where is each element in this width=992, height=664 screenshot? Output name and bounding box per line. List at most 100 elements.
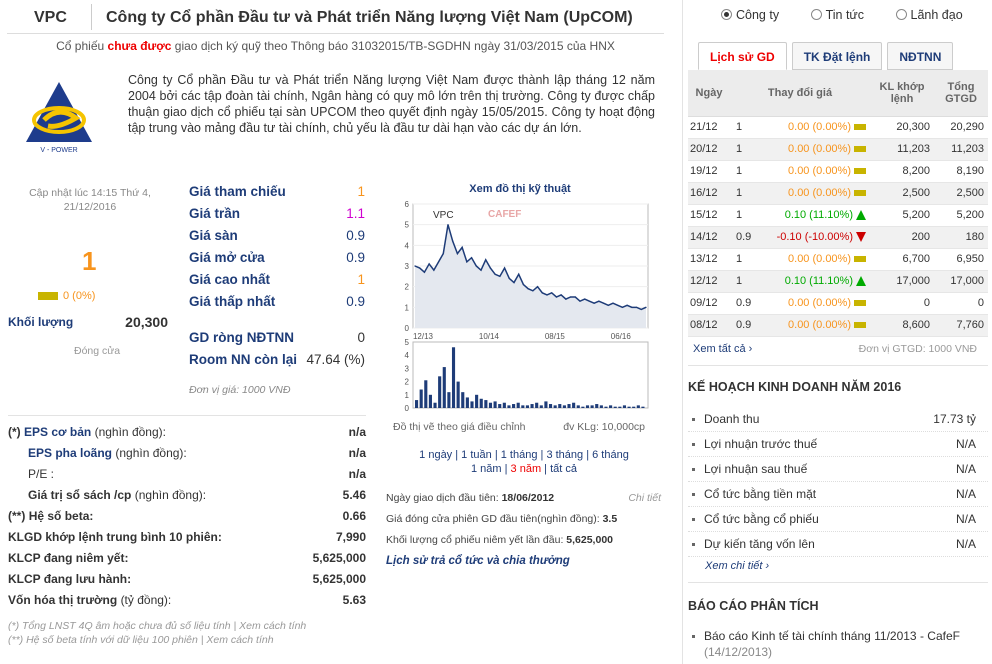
fundamental-row: EPS pha loãng (nghìn đồng): n/a <box>8 446 366 467</box>
cell-change: 0.10 (11.10%) <box>766 204 870 227</box>
price-value: 1.1 <box>346 206 365 221</box>
radio-icon <box>721 9 732 20</box>
cell-date: 19/12 <box>688 160 730 183</box>
radio-leaders[interactable]: Lãnh đạo <box>895 8 977 22</box>
margin-notice: Cổ phiếu chưa được giao dịch ký quỹ theo… <box>0 39 671 53</box>
ref-bar-icon <box>38 292 58 301</box>
range-separator: | <box>583 449 593 461</box>
range-option[interactable]: tất cả <box>550 463 578 475</box>
price-value: 0.9 <box>346 250 365 265</box>
info-radio-group: Công ty Tin tức Lãnh đạo <box>721 8 991 22</box>
price-unit: Đơn vị giá: 1000 VNĐ <box>189 384 291 396</box>
fund-value: n/a <box>348 467 366 481</box>
divider <box>688 365 988 366</box>
change-text: 0.00 (0.00%) <box>788 253 851 265</box>
volume-bar <box>525 405 529 408</box>
volume-bar <box>502 402 506 408</box>
chart-title-link[interactable]: Xem đồ thị kỹ thuật <box>469 183 571 195</box>
history-tabs: Lịch sử GD TK Đặt lệnh NĐTNN <box>698 42 958 70</box>
range-option[interactable]: 1 ngày <box>419 449 453 461</box>
volume-bar <box>433 402 437 408</box>
volume-bar <box>507 405 511 408</box>
cell-value: 20,290 <box>934 116 988 139</box>
cell-value: 0 <box>934 292 988 315</box>
analysis-link[interactable]: Báo cáo Kinh tế tài chính tháng 11/2013 … <box>704 629 960 643</box>
foreign-label: Room NN còn lại <box>189 352 298 367</box>
volume-bar <box>627 406 631 408</box>
left-panel: VPC Công ty Cổ phần Đầu tư và Phát triển… <box>0 4 671 646</box>
fund-label[interactable]: EPS pha loãng <box>28 446 113 460</box>
volume-y-tick: 3 <box>405 364 410 373</box>
volume-bar <box>585 405 590 408</box>
price-row-open: Giá mở cửa 0.9 <box>189 250 365 272</box>
volume-bar <box>595 404 599 408</box>
fund-label: Hệ số beta: <box>28 509 94 523</box>
cell-price: 1 <box>730 160 766 183</box>
range-option[interactable]: 6 tháng <box>592 449 629 461</box>
radio-company[interactable]: Công ty <box>721 8 793 22</box>
see-all-link[interactable]: Xem tất cả › <box>693 343 752 355</box>
price-y-tick: 5 <box>405 221 410 230</box>
first-vol-label: Khối lượng cổ phiếu niêm yết lần đầu: <box>386 534 564 546</box>
cell-price: 0.9 <box>730 226 766 249</box>
fund-value: 5,625,000 <box>312 551 366 565</box>
price-point <box>466 261 468 263</box>
tab-orders[interactable]: TK Đặt lệnh <box>791 42 883 70</box>
volume-bar <box>581 406 585 408</box>
range-option[interactable]: 3 tháng <box>546 449 584 461</box>
see-detail-link[interactable]: Xem chi tiết › <box>705 560 769 572</box>
table-row: 19/12 1 0.00 (0.00%) 8,200 8,190 <box>688 160 988 183</box>
cell-date: 13/12 <box>688 248 730 271</box>
first-close-label: Giá đóng cửa phiên GD đầu tiên(nghìn đồn… <box>386 513 600 525</box>
range-option[interactable]: 3 năm <box>510 463 542 475</box>
range-separator: | <box>537 449 547 461</box>
table-row: 20/12 1 0.00 (0.00%) 11,203 11,203 <box>688 138 988 161</box>
volume-bar <box>599 405 603 408</box>
price-list: Giá tham chiếu 1 Giá trần 1.1 Giá sàn 0.9 G… <box>189 184 365 316</box>
range-option[interactable]: 1 tuần <box>461 449 492 461</box>
price-point <box>503 267 506 269</box>
price-point <box>518 273 520 275</box>
cell-date: 16/12 <box>688 182 730 205</box>
change-value: 0 (0%) <box>63 290 96 302</box>
price-point <box>499 275 501 277</box>
change-text: 0.10 (11.10%) <box>784 209 853 221</box>
close-label: Đóng cửa <box>74 345 121 357</box>
volume-bar <box>498 404 502 408</box>
range-option[interactable]: 1 năm <box>470 463 502 475</box>
divider <box>688 582 988 583</box>
plan-label: Dự kiến tăng vốn lên <box>704 537 815 551</box>
price-area <box>415 224 646 328</box>
table-row: 13/12 1 0.00 (0.00%) 6,700 6,950 <box>688 248 988 271</box>
volume-bar <box>442 367 446 408</box>
fund-label[interactable]: EPS cơ bản <box>24 425 92 439</box>
volume-bar <box>428 394 432 408</box>
footnote: (**) Hệ số beta tính với dữ liệu 100 phi… <box>8 634 274 646</box>
price-point <box>574 296 576 298</box>
chevron-right-icon: › <box>748 343 753 355</box>
tab-foreign[interactable]: NĐTNN <box>887 42 954 70</box>
volume-bar <box>424 380 428 408</box>
tab-history[interactable]: Lịch sử GD <box>698 42 787 70</box>
fund-label: KLCP đang lưu hành: <box>8 572 132 586</box>
volume-bar <box>558 404 562 408</box>
price-value: 1 <box>357 184 365 199</box>
price-point <box>593 302 595 304</box>
cell-change: 0.00 (0.00%) <box>766 116 870 139</box>
detail-link[interactable]: Chi tiết <box>628 492 661 504</box>
notice-prefix: Cổ phiếu <box>56 39 105 53</box>
fund-value: n/a <box>348 425 366 439</box>
range-option[interactable]: 1 tháng <box>500 449 538 461</box>
volume-bar <box>451 347 456 408</box>
plan-label: Cổ tức bằng tiền mặt <box>704 487 817 501</box>
radio-news[interactable]: Tin tức <box>810 8 878 22</box>
price-chart[interactable]: 0 1 2 3 4 5 6 0 1 2 3 4 5 VPC CAFEF 12/13 10/14 08/15 06/1… <box>393 196 655 414</box>
volume-bar <box>465 397 469 408</box>
price-point <box>584 298 586 300</box>
dividend-history-link[interactable]: Lịch sử trả cổ tức và chia thưởng <box>386 555 570 567</box>
cell-volume: 200 <box>870 226 934 249</box>
price-point <box>470 257 473 259</box>
cell-volume: 8,200 <box>870 160 934 183</box>
analysis-item[interactable]: Báo cáo Kinh tế tài chính tháng 11/2013 … <box>688 628 988 660</box>
